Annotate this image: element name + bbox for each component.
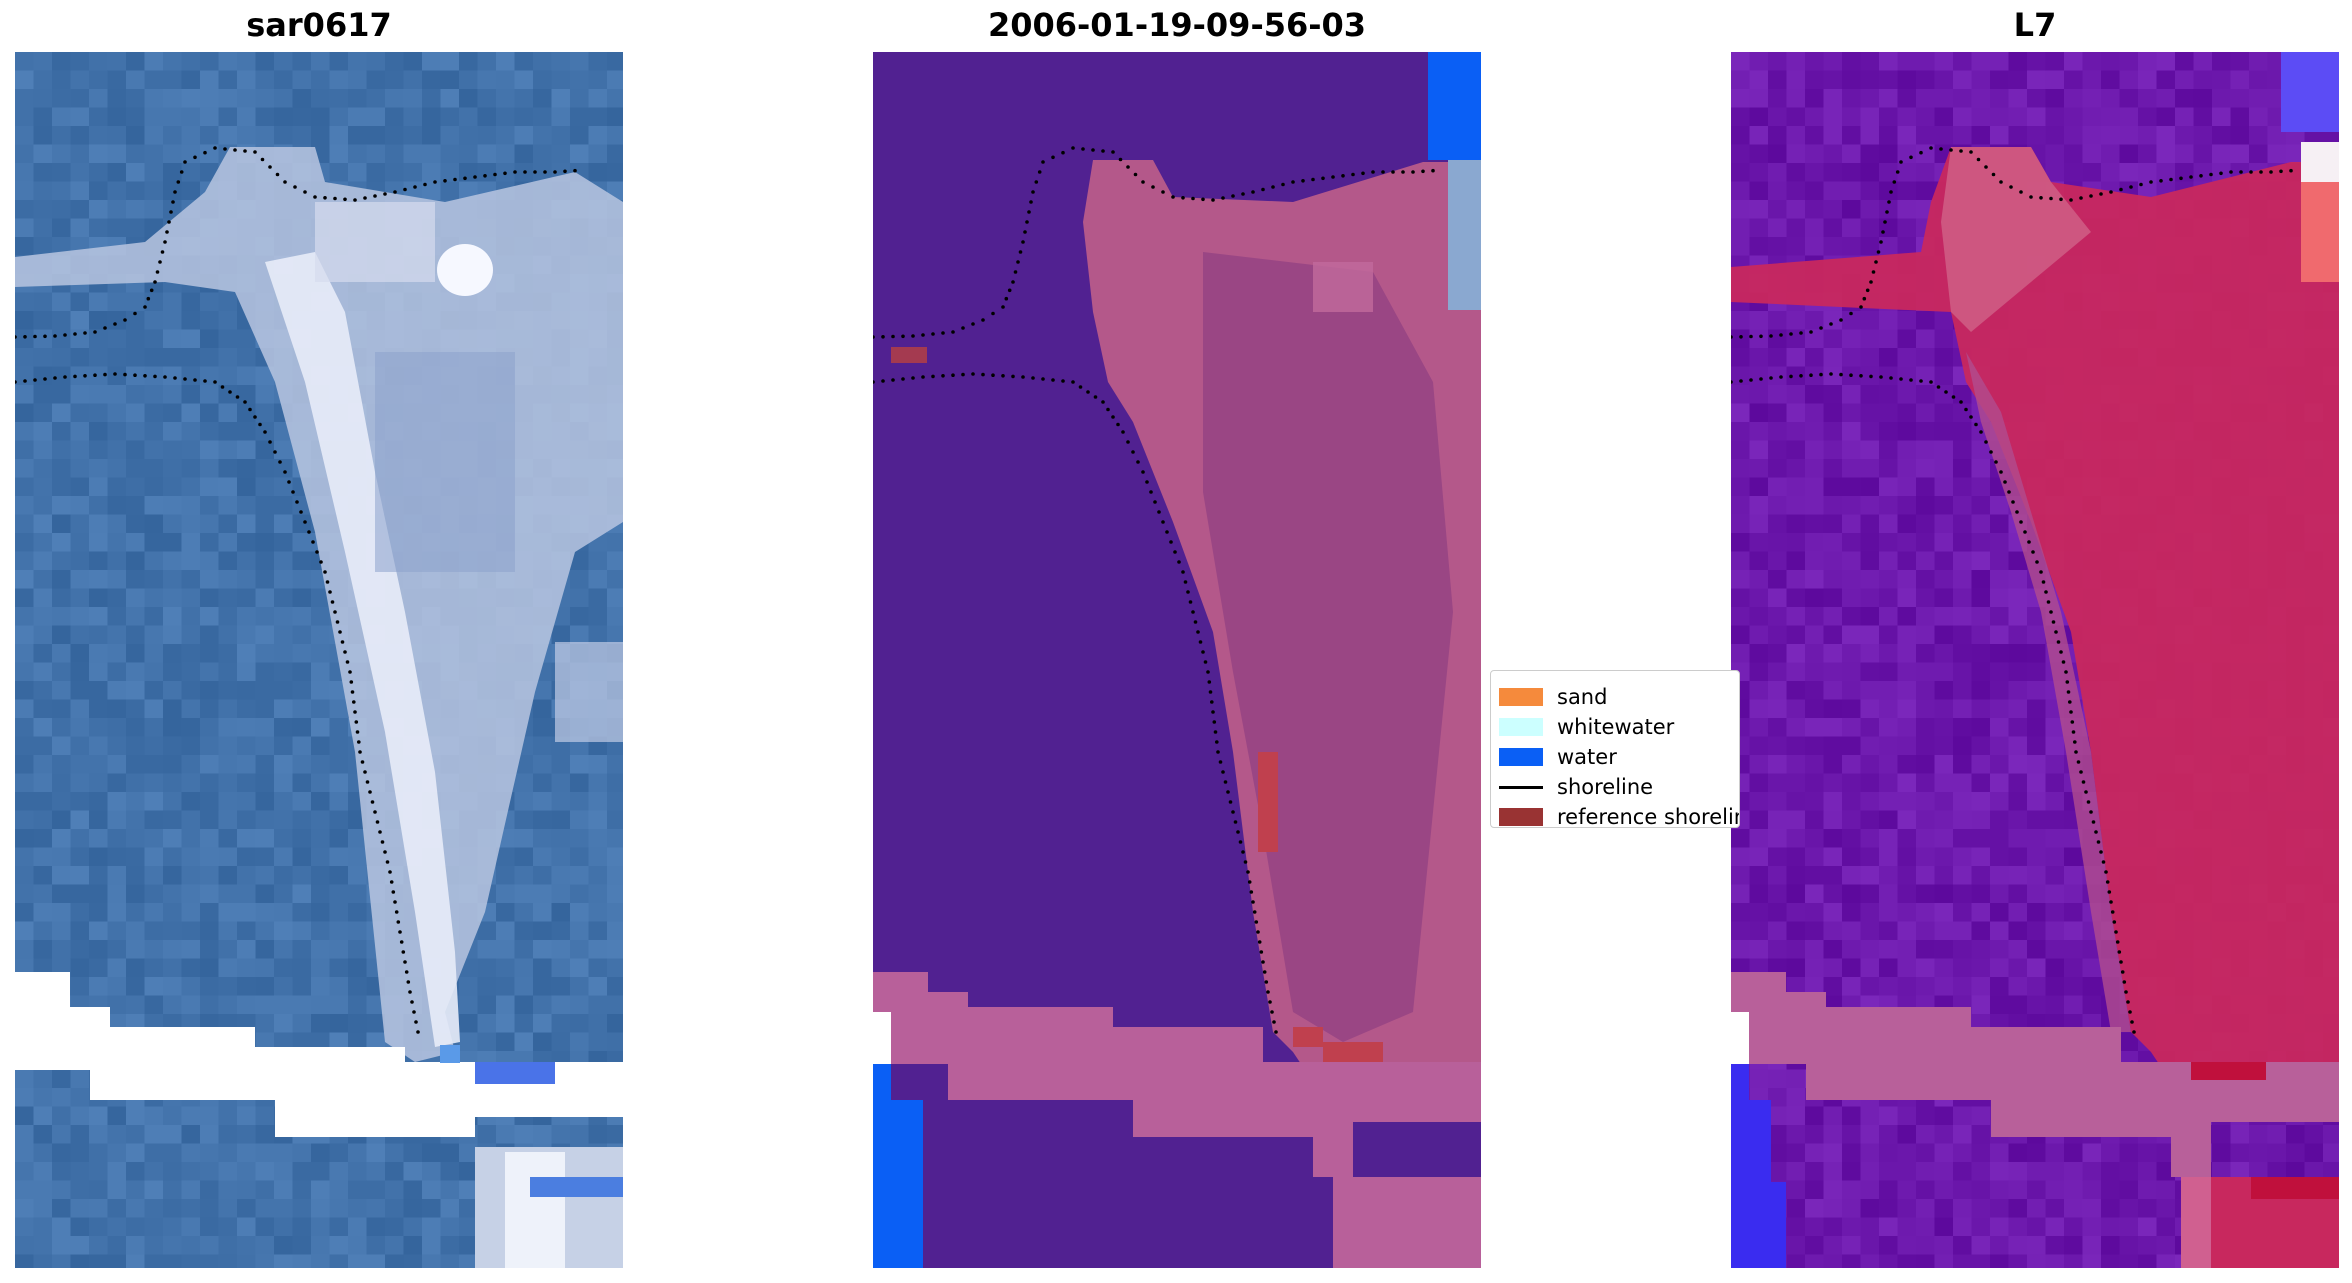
classified-image-panel bbox=[873, 52, 1481, 1268]
legend-swatch-shoreline bbox=[1499, 785, 1543, 789]
legend-label-whitewater: whitewater bbox=[1557, 715, 1675, 739]
shoreline-dots bbox=[873, 146, 1435, 1034]
shoreline-dots bbox=[1731, 146, 2293, 1034]
legend-item-shoreline: shoreline bbox=[1499, 773, 1653, 801]
legend-swatch-sand bbox=[1499, 688, 1543, 706]
panel-title-classified: 2006-01-19-09-56-03 bbox=[987, 6, 1367, 44]
legend-swatch-whitewater bbox=[1499, 718, 1543, 736]
rgb-image-panel bbox=[15, 52, 623, 1268]
index-image-panel bbox=[1731, 52, 2339, 1268]
index-image bbox=[1731, 52, 2339, 1268]
legend-item-water: water bbox=[1499, 743, 1617, 771]
legend-item-whitewater: whitewater bbox=[1499, 713, 1674, 741]
legend: sand whitewater water shoreline referenc… bbox=[1490, 670, 1740, 828]
panel-title-rgb: sar0617 bbox=[246, 6, 392, 44]
classified-image bbox=[873, 52, 1481, 1268]
legend-label-sand: sand bbox=[1557, 685, 1608, 709]
legend-label-reference-shoreline: reference shoreline bbox=[1557, 805, 1740, 828]
legend-label-shoreline: shoreline bbox=[1557, 775, 1654, 799]
legend-swatch-water bbox=[1499, 748, 1543, 766]
shoreline-dots bbox=[15, 146, 577, 1034]
legend-item-reference-shoreline: reference shoreline bbox=[1499, 803, 1740, 828]
legend-swatch-reference-shoreline bbox=[1499, 808, 1543, 826]
legend-label-water: water bbox=[1557, 745, 1617, 769]
rgb-image bbox=[15, 52, 623, 1268]
panel-title-index: L7 bbox=[2013, 6, 2057, 44]
legend-item-sand: sand bbox=[1499, 683, 1607, 711]
